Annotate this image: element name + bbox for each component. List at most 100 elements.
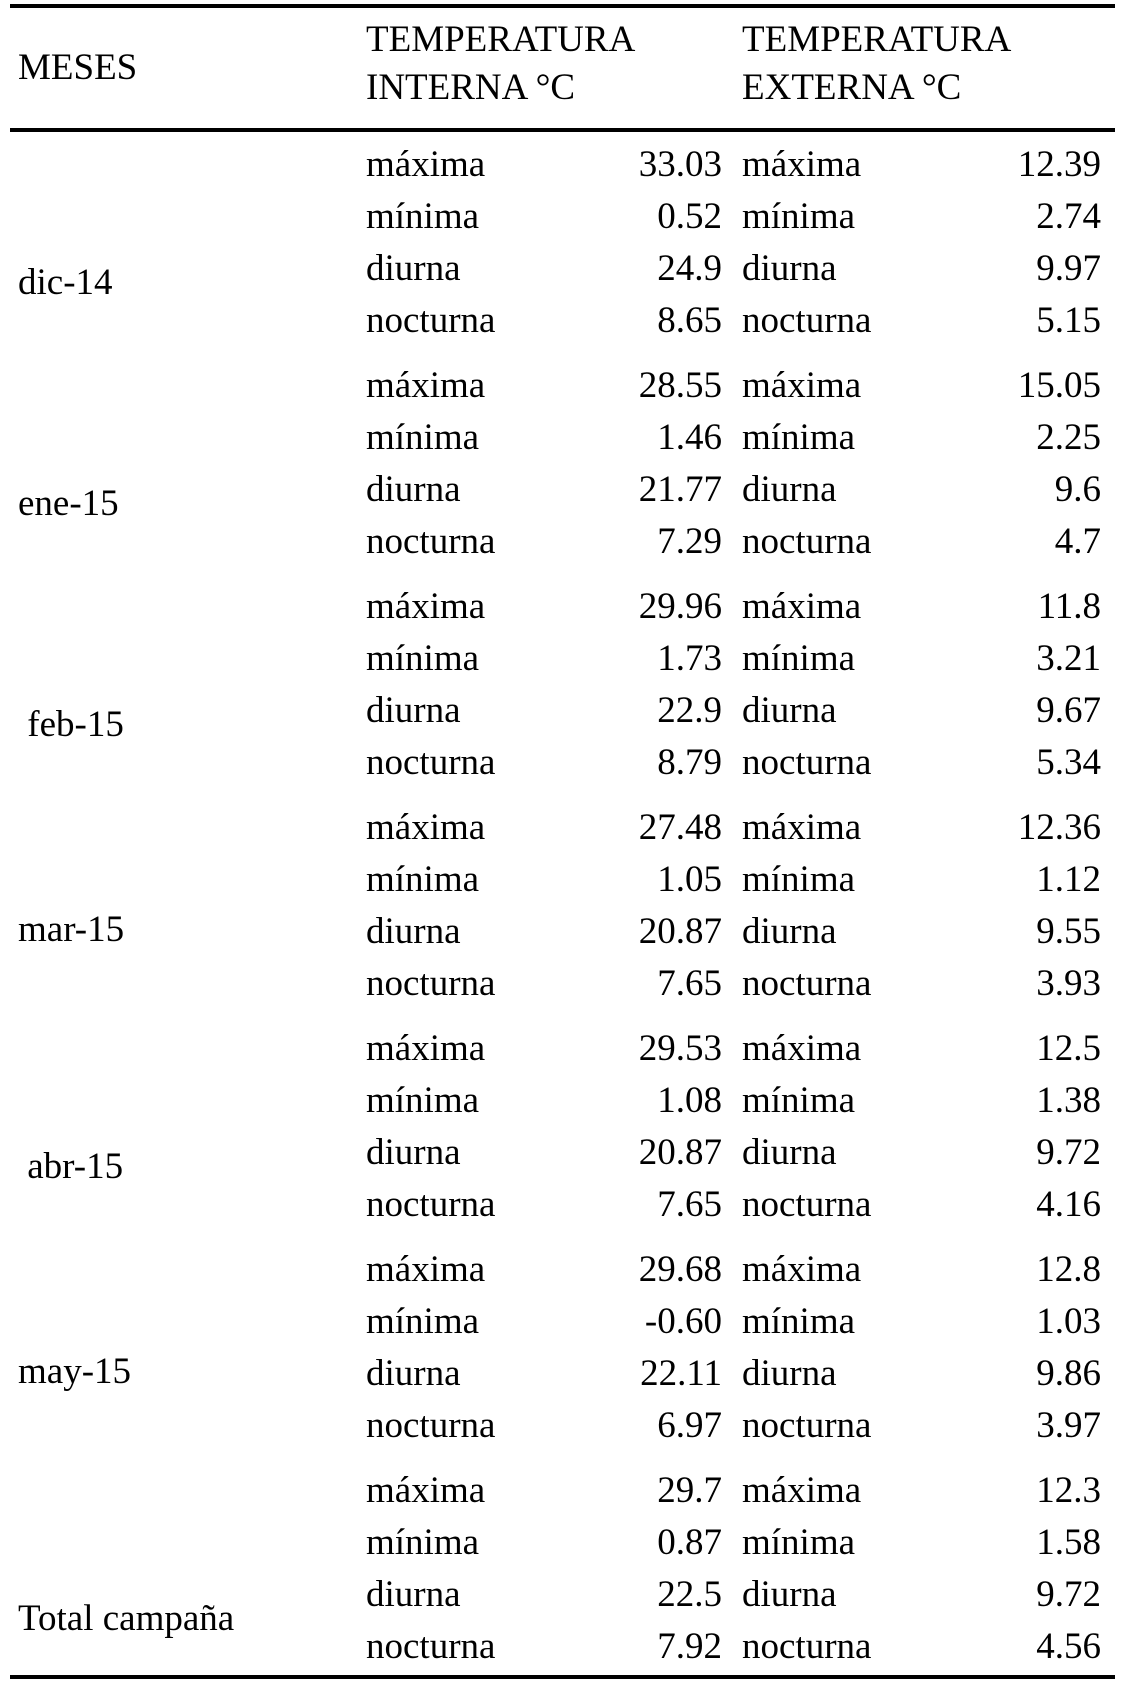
internal-value: 24.9 <box>657 248 722 289</box>
month-group: abr-15 máxima 29.53 máxima 12.5 mínima 1.08 mín… <box>0 1023 1124 1244</box>
external-value: 5.15 <box>1036 300 1101 341</box>
external-stat-label: nocturna <box>742 1405 872 1446</box>
external-value: 9.97 <box>1036 248 1101 289</box>
external-stat-label: nocturna <box>742 300 872 341</box>
internal-value: 1.73 <box>657 638 722 679</box>
external-value: 1.12 <box>1036 859 1101 900</box>
table-row: mínima 1.05 mínima 1.12 <box>0 854 1124 906</box>
header-external-line2: EXTERNA °C <box>742 67 962 108</box>
internal-value: 1.05 <box>657 859 722 900</box>
external-value: 4.7 <box>1054 521 1101 562</box>
internal-stat-label: mínima <box>366 1301 480 1342</box>
internal-stat-label: nocturna <box>366 742 496 783</box>
internal-stat-label: máxima <box>366 144 486 185</box>
internal-value: 22.5 <box>657 1574 722 1615</box>
header-months: MESES <box>18 47 138 88</box>
internal-stat-label: máxima <box>366 1249 486 1290</box>
external-value: 12.5 <box>1036 1028 1101 1069</box>
internal-value: 0.87 <box>657 1522 722 1563</box>
external-stat-label: diurna <box>742 911 837 952</box>
external-stat-label: máxima <box>742 586 862 627</box>
external-value: 9.86 <box>1036 1353 1101 1394</box>
internal-value: 22.11 <box>640 1353 722 1394</box>
external-stat-label: diurna <box>742 469 837 510</box>
internal-value: 7.65 <box>657 1184 722 1225</box>
internal-value: 29.96 <box>638 586 722 627</box>
internal-stat-label: mínima <box>366 196 480 237</box>
table-row: diurna 22.11 diurna 9.86 <box>0 1348 1124 1400</box>
internal-value: 29.53 <box>638 1028 722 1069</box>
external-stat-label: mínima <box>742 1522 856 1563</box>
external-stat-label: mínima <box>742 638 856 679</box>
external-stat-label: diurna <box>742 690 837 731</box>
internal-stat-label: máxima <box>366 807 486 848</box>
internal-stat-label: diurna <box>366 248 461 289</box>
internal-value: 28.55 <box>638 365 722 406</box>
internal-value: 1.46 <box>657 417 722 458</box>
internal-stat-label: nocturna <box>366 1626 496 1667</box>
external-value: 11.8 <box>1037 586 1101 627</box>
external-stat-label: máxima <box>742 807 862 848</box>
internal-value: -0.60 <box>644 1301 722 1342</box>
external-stat-label: mínima <box>742 196 856 237</box>
external-value: 12.3 <box>1036 1470 1101 1511</box>
month-label: Total campaña <box>18 1598 235 1639</box>
bottom-rule <box>10 1675 1115 1679</box>
external-value: 15.05 <box>1017 365 1101 406</box>
internal-stat-label: diurna <box>366 690 461 731</box>
external-stat-label: máxima <box>742 1249 862 1290</box>
table-row: máxima 29.96 máxima 11.8 <box>0 581 1124 633</box>
internal-value: 8.65 <box>657 300 722 341</box>
external-stat-label: nocturna <box>742 1184 872 1225</box>
external-stat-label: diurna <box>742 1132 837 1173</box>
internal-value: 22.9 <box>657 690 722 731</box>
external-stat-label: máxima <box>742 1470 862 1511</box>
external-value: 12.36 <box>1017 807 1101 848</box>
internal-value: 8.79 <box>657 742 722 783</box>
internal-stat-label: diurna <box>366 1353 461 1394</box>
internal-value: 0.52 <box>657 196 722 237</box>
month-group: Total campaña máxima 29.7 máxima 12.3 mínima 0… <box>0 1465 1124 1686</box>
month-label: abr-15 <box>18 1146 124 1187</box>
external-value: 1.38 <box>1036 1080 1101 1121</box>
external-value: 5.34 <box>1036 742 1101 783</box>
external-stat-label: mínima <box>742 859 856 900</box>
month-label: dic-14 <box>18 262 113 303</box>
external-stat-label: diurna <box>742 1353 837 1394</box>
external-value: 9.6 <box>1054 469 1101 510</box>
external-value: 3.21 <box>1036 638 1101 679</box>
internal-stat-label: mínima <box>366 859 480 900</box>
external-value: 3.97 <box>1036 1405 1101 1446</box>
month-group: dic-14 máxima 33.03 máxima 12.39 mínima 0.52 mí… <box>0 139 1124 360</box>
header-external: TEMPERATURA EXTERNA °C <box>742 16 1011 112</box>
table-row: máxima 29.7 máxima 12.3 <box>0 1465 1124 1517</box>
external-value: 3.93 <box>1036 963 1101 1004</box>
internal-stat-label: máxima <box>366 365 486 406</box>
internal-stat-label: nocturna <box>366 521 496 562</box>
internal-stat-label: mínima <box>366 417 480 458</box>
table-row: nocturna 7.65 nocturna 4.16 <box>0 1179 1124 1231</box>
table-row: mínima 0.52 mínima 2.74 <box>0 191 1124 243</box>
external-stat-label: diurna <box>742 248 837 289</box>
external-value: 2.25 <box>1036 417 1101 458</box>
table-row: diurna 20.87 diurna 9.72 <box>0 1127 1124 1179</box>
internal-stat-label: diurna <box>366 469 461 510</box>
table-row: nocturna 7.65 nocturna 3.93 <box>0 958 1124 1010</box>
table-row: mínima 1.73 mínima 3.21 <box>0 633 1124 685</box>
table-row: máxima 28.55 máxima 15.05 <box>0 360 1124 412</box>
internal-value: 21.77 <box>638 469 722 510</box>
external-stat-label: mínima <box>742 1080 856 1121</box>
header-internal-line2: INTERNA °C <box>366 67 576 108</box>
header-external-line1: TEMPERATURA <box>742 19 1012 60</box>
table-row: máxima 29.53 máxima 12.5 <box>0 1023 1124 1075</box>
internal-value: 7.92 <box>657 1626 722 1667</box>
month-group: mar-15 máxima 27.48 máxima 12.36 mínima 1.05 mí… <box>0 802 1124 1023</box>
table-row: nocturna 8.79 nocturna 5.34 <box>0 737 1124 789</box>
internal-stat-label: máxima <box>366 1028 486 1069</box>
external-stat-label: máxima <box>742 144 862 185</box>
external-stat-label: nocturna <box>742 521 872 562</box>
external-stat-label: nocturna <box>742 742 872 783</box>
external-value: 9.72 <box>1036 1574 1101 1615</box>
table-row: máxima 33.03 máxima 12.39 <box>0 139 1124 191</box>
external-value: 9.72 <box>1036 1132 1101 1173</box>
